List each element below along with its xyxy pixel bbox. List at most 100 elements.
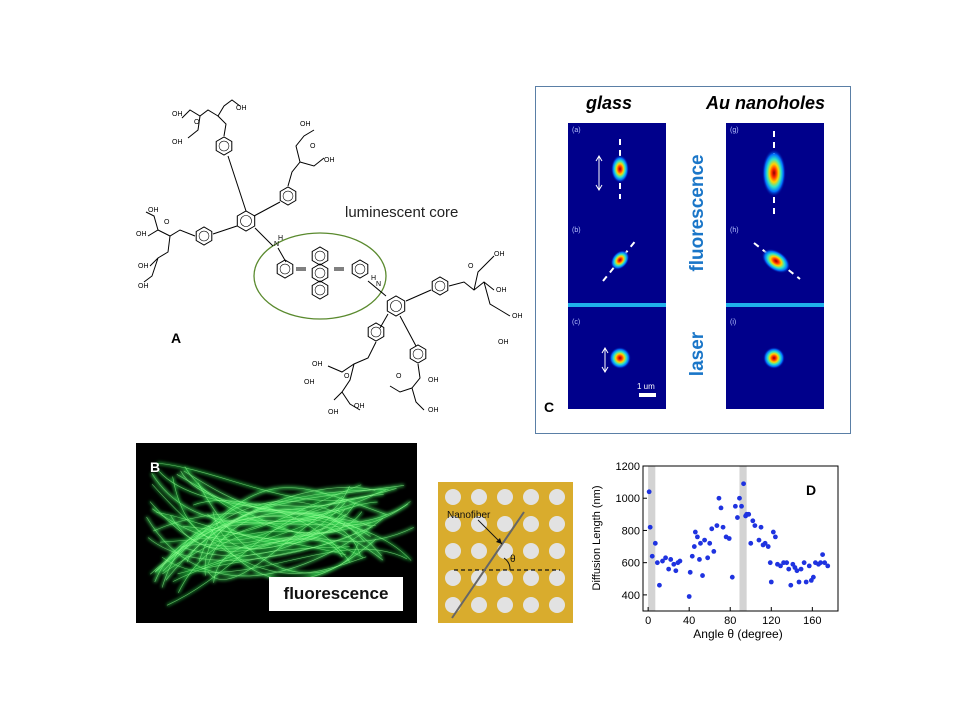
panel-a-molecule: N H N H OH OH OH O OH OH O OH OH O OH OH OH OH O OH OH OH OH O O… (128, 96, 528, 426)
sigma-em-label: σem (542, 162, 564, 177)
atom-label: H (278, 235, 283, 242)
data-point (700, 573, 705, 578)
data-point (756, 537, 762, 543)
nanohole (549, 597, 565, 613)
atom-label: OH (328, 409, 339, 416)
panel-c-letter: C (544, 399, 555, 415)
plot-frame (642, 465, 839, 612)
divider-glass (568, 303, 666, 307)
scale-bar-label: 1 um (637, 382, 655, 391)
data-point (691, 544, 697, 549)
column-header-glass: glass (586, 93, 633, 113)
data-point (726, 536, 732, 541)
atom-label: OH (172, 139, 183, 146)
alkyl-chain (333, 363, 355, 401)
x-tick-label: 80 (724, 615, 736, 627)
data-point (718, 505, 724, 511)
data-point (770, 529, 776, 535)
nanofiber-bundle-image (145, 461, 415, 607)
data-point (652, 540, 658, 546)
atom-label: O (164, 219, 170, 226)
benzene-ring (236, 210, 256, 232)
sigma-ex-label: σex (544, 349, 562, 364)
data-point (820, 552, 826, 558)
alkyl-chain (483, 281, 511, 317)
luminescent-core-ellipse (253, 232, 387, 320)
data-point (698, 540, 703, 546)
data-point (709, 526, 715, 532)
atom-label: OH (236, 105, 247, 112)
nanohole (523, 597, 539, 613)
atom-label: OH (172, 111, 183, 118)
x-axis-label: Angle θ (degree) (693, 627, 782, 641)
atom-label: OH (324, 157, 335, 164)
subpanel-label-i: (i) (730, 319, 737, 326)
data-point (663, 555, 668, 561)
subpanel-label-a: (a) (572, 127, 581, 134)
atom-label: OH (138, 283, 149, 290)
column-header-au-nanoholes: Au nanoholes (706, 93, 826, 113)
subpanel-label-h: (h) (730, 227, 739, 234)
nanohole (445, 597, 461, 613)
data-point (801, 560, 807, 566)
benzene-ring (276, 259, 294, 279)
atom-label: OH (312, 361, 323, 368)
theta-label: θ (510, 554, 516, 565)
data-point (673, 568, 679, 574)
glass-spots (568, 139, 666, 397)
au-spots (726, 131, 824, 369)
atom-label: O (344, 373, 350, 380)
data-point (697, 557, 702, 562)
alkyl-chain (149, 235, 171, 267)
benzene-ring (351, 259, 369, 279)
benzene-ring (409, 344, 427, 364)
atom-label: O (194, 119, 200, 126)
y-axis-label: Diffusion Length (nm) (591, 486, 603, 591)
data-point (647, 524, 653, 530)
data-point (758, 524, 764, 530)
data-point (803, 579, 809, 585)
alkyl-chain (411, 363, 425, 411)
bond (227, 155, 247, 212)
nanohole-array-schematic: Nanofiber θ (438, 482, 573, 623)
atom-label: H (371, 275, 376, 282)
data-point (671, 561, 677, 567)
benzene-ring (311, 263, 329, 283)
atom-label: OH (354, 403, 365, 410)
divider-au (726, 303, 824, 307)
x-tick-label: 120 (762, 615, 780, 627)
au-image-frame: (g) (h) (i) (726, 123, 824, 409)
data-point (748, 540, 754, 546)
data-point (689, 553, 695, 559)
data-point (768, 579, 774, 585)
data-point (772, 534, 778, 540)
bond (399, 315, 417, 347)
alkyl-chain (473, 255, 495, 291)
data-point (739, 503, 744, 509)
data-point (750, 518, 756, 524)
data-point (720, 524, 726, 530)
atom-label: N (376, 281, 381, 288)
glass-image-frame: (a) (b) (c) 1 um (568, 123, 666, 409)
data-point (752, 523, 758, 529)
y-tick-label: 1200 (616, 461, 640, 473)
nanohole (523, 516, 539, 532)
nanofiber-label: Nanofiber (447, 510, 491, 521)
atom-label: O (468, 263, 474, 270)
data-point (732, 503, 738, 509)
data-point (660, 558, 665, 564)
benzene-ring (311, 280, 329, 300)
data-point (746, 511, 752, 517)
atom-label: OH (428, 377, 439, 384)
alkyl-chain (287, 129, 315, 187)
data-point (825, 563, 831, 569)
data-point (810, 574, 816, 580)
y-tick-label: 600 (622, 558, 640, 570)
data-point (714, 523, 720, 529)
diffusion-length-scatter-chart: 400 600 800 1000 1200 0 40 80 120 160 D Angle θ … (591, 461, 839, 641)
nanohole (549, 570, 565, 586)
benzene-ring (195, 226, 213, 246)
data-point (784, 560, 790, 566)
shaded-band-0 (648, 466, 656, 611)
